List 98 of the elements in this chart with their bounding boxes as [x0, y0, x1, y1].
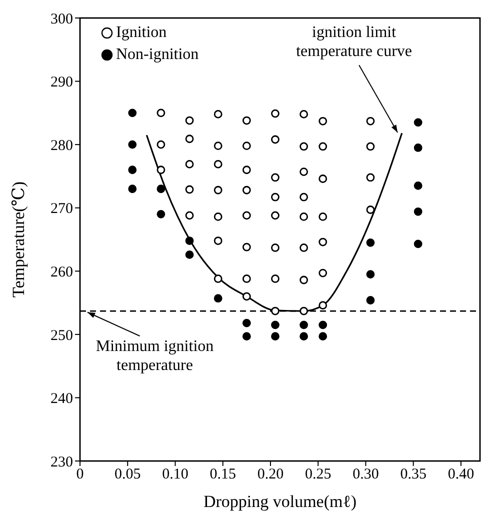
point: [185, 211, 194, 220]
point: [156, 184, 166, 194]
point: [185, 134, 194, 144]
point: [271, 320, 280, 330]
point: [318, 116, 328, 126]
point: [300, 306, 308, 316]
point: [214, 186, 222, 194]
point: [242, 186, 251, 194]
point: [366, 206, 375, 214]
legend-label: Non-ignition: [116, 45, 199, 65]
point: [318, 238, 328, 246]
point: [318, 174, 328, 183]
point: [300, 142, 308, 151]
point: [242, 211, 251, 220]
point: [156, 140, 166, 149]
point: [318, 212, 328, 221]
annotation: ignition limit temperature curve: [295, 23, 414, 62]
point: [366, 238, 375, 247]
y-tick-label: 230: [50, 454, 73, 470]
point: [414, 207, 422, 216]
x-axis-title: Dropping volume(mℓ): [203, 492, 357, 511]
point: [214, 236, 222, 245]
point: [242, 242, 251, 252]
point: [318, 142, 328, 151]
point: [242, 318, 251, 328]
point: [156, 166, 166, 174]
y-tick-label: 270: [50, 201, 73, 218]
point: [214, 294, 222, 303]
x-tick-label: 0.25: [304, 466, 332, 483]
point: [185, 160, 194, 168]
point: [271, 135, 280, 144]
x-tick-label: 0.30: [352, 466, 379, 483]
point: [242, 166, 251, 174]
point: [271, 109, 280, 118]
point: [242, 274, 251, 283]
point: [214, 160, 222, 168]
point: [242, 116, 251, 125]
x-tick-label: 0.35: [400, 466, 426, 483]
point: [185, 116, 194, 125]
point: [271, 192, 280, 202]
point: [128, 108, 137, 118]
y-tick-label: 290: [50, 74, 73, 91]
point: [300, 192, 308, 202]
y-tick-label: 250: [50, 328, 73, 344]
point: [271, 173, 280, 182]
point: [318, 332, 328, 341]
point: [300, 276, 308, 284]
point: [271, 332, 280, 341]
point: [366, 116, 375, 126]
point: [366, 296, 375, 304]
point: [300, 332, 308, 341]
point: [271, 244, 280, 252]
annotation: Minimum ignition temperature: [94, 337, 215, 375]
point: [214, 110, 222, 118]
point: [271, 211, 280, 220]
point: [214, 212, 222, 221]
point: [366, 142, 375, 151]
point: [156, 108, 166, 118]
point: [214, 142, 222, 150]
point: [414, 182, 422, 190]
y-tick-label: 280: [50, 138, 73, 154]
point: [318, 268, 328, 278]
point: [366, 173, 375, 182]
x-tick-label: 0.10: [162, 466, 188, 483]
y-tick-label: 260: [50, 264, 73, 280]
y-tick-label: 300: [50, 11, 73, 28]
x-tick-label: 0: [76, 466, 84, 483]
point: [414, 144, 422, 152]
x-tick-label: 0.40: [448, 466, 474, 483]
point: [318, 301, 328, 310]
x-tick-label: 0.05: [114, 466, 141, 483]
point: [318, 320, 328, 330]
point: [128, 140, 137, 149]
point: [242, 332, 251, 341]
point: [414, 240, 422, 248]
point: [271, 274, 280, 283]
point: [300, 110, 308, 118]
point: [366, 270, 375, 279]
point: [242, 142, 251, 150]
point: [128, 166, 137, 174]
point: [185, 185, 194, 194]
point: [271, 306, 280, 316]
legend-label: Ignition: [116, 23, 167, 43]
point: [156, 210, 166, 218]
y-tick-label: 240: [50, 391, 73, 408]
point: [128, 184, 137, 194]
point: [214, 274, 222, 283]
point: [414, 118, 422, 127]
point: [300, 244, 308, 252]
point: [300, 212, 308, 221]
point: [300, 168, 308, 176]
x-tick-label: 0.15: [210, 466, 236, 483]
point: [242, 292, 251, 301]
y-axis-title: Temperature(℃): [9, 182, 28, 298]
x-tick-label: 0.20: [257, 466, 284, 483]
point: [300, 320, 308, 330]
point: [185, 236, 194, 245]
point: [185, 250, 194, 259]
